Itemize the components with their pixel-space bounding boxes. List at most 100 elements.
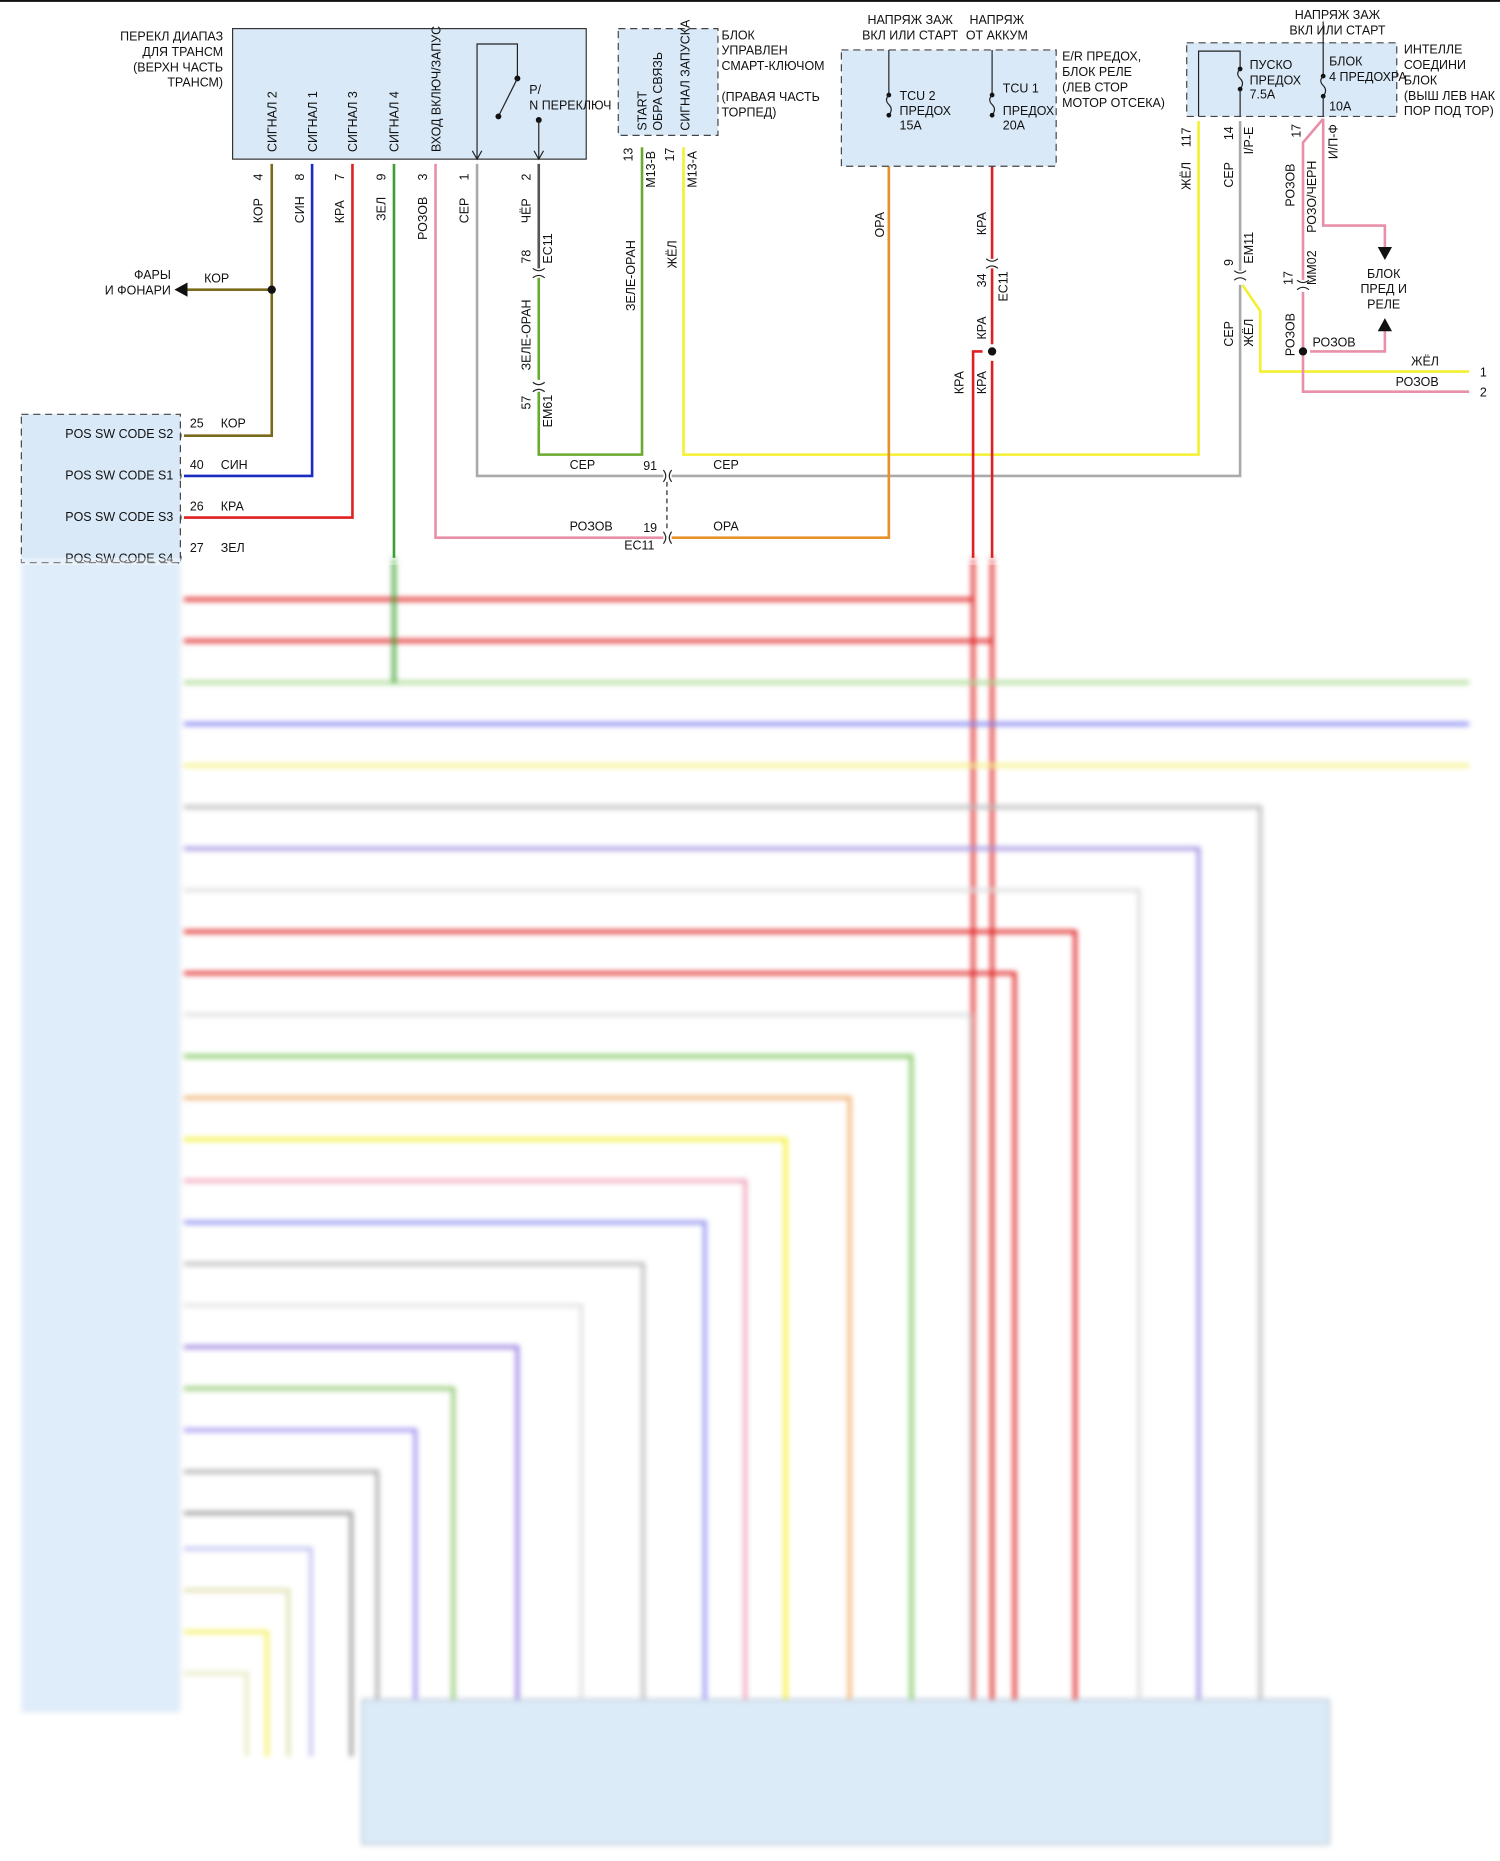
svg-text:POS SW CODE S1: POS SW CODE S1: [65, 469, 173, 483]
svg-text:ЖЁЛ: ЖЁЛ: [1411, 355, 1439, 369]
svg-text:(ВЫШ ЛЕВ НАК: (ВЫШ ЛЕВ НАК: [1404, 89, 1496, 103]
junction-dot: [267, 285, 276, 294]
svg-text:25: 25: [190, 416, 204, 430]
sjb-pin-labels: 117 ЖЁЛ 14 I/P-E СЕР 17 И/П-Ф РОЗОВ РОЗО…: [1179, 124, 1355, 356]
connector-name: EC11: [624, 539, 654, 553]
svg-text:ОРА: ОРА: [873, 211, 887, 237]
svg-text:БЛОК РЕЛЕ: БЛОК РЕЛЕ: [1062, 65, 1132, 79]
connector-name: EM61: [541, 395, 555, 428]
connector-pin: 78: [519, 250, 533, 264]
junction-dot: [1298, 347, 1308, 356]
blurred-wire: [183, 1428, 418, 1700]
wire-label: РОЗОВ: [570, 520, 613, 534]
range-switch-pins: 4 8 7 9 3 1 2 КОР СИН КРА ЗЕЛ РОЗОВ СЕР …: [251, 173, 533, 239]
connector-pin: 57: [519, 396, 533, 410]
arrow-up-icon: [1377, 318, 1393, 332]
svg-text:1: 1: [458, 174, 472, 181]
connector-name: EC11: [541, 233, 555, 263]
svg-text:КРА: КРА: [975, 211, 989, 235]
svg-text:E/R ПРЕДОХ,: E/R ПРЕДОХ,: [1062, 50, 1141, 64]
svg-text:2: 2: [1480, 385, 1487, 399]
svg-text:M13-B: M13-B: [644, 151, 658, 188]
signal-3-label: СИГНАЛ 3: [346, 91, 360, 152]
svg-text:TCU 2: TCU 2: [900, 89, 936, 103]
svg-text:17: 17: [1281, 271, 1295, 285]
smart-junction-block: [1186, 42, 1398, 118]
sjb-fuse-labels: ПУСКО ПРЕДОХ 7.5A БЛОК 4 ПРЕДОХРА 10A: [1250, 54, 1408, 113]
svg-text:НАПРЯЖ: НАПРЯЖ: [970, 13, 1025, 27]
svg-text:27: 27: [190, 541, 204, 555]
svg-text:ПЕРЕКЛ ДИАПАЗ: ПЕРЕКЛ ДИАПАЗ: [120, 29, 223, 43]
svg-text:(ПРАВАЯ ЧАСТЬ: (ПРАВАЯ ЧАСТЬ: [722, 90, 820, 104]
sjb-label: ИНТЕЛЛЕ СОЕДИНИ БЛОК (ВЫШ ЛЕВ НАК ПОР ПО…: [1404, 43, 1496, 119]
blurred-wire: [183, 888, 1142, 1700]
blurred-wire: [183, 1469, 380, 1700]
svg-text:7.5A: 7.5A: [1250, 88, 1276, 102]
blurred-wire: [183, 929, 1077, 1700]
blurred-wire: [183, 1096, 852, 1700]
supply-label: НАПРЯЖ ЗАЖ ВКЛ ИЛИ СТАРТ НАПРЯЖ ОТ АККУМ: [862, 13, 1028, 42]
signal-4-label: СИГНАЛ 4: [388, 91, 402, 152]
svg-text:4: 4: [251, 174, 265, 181]
wire-label: ЗЕЛЕ-ОРАН: [624, 240, 638, 311]
svg-text:БЛОК: БЛОК: [1367, 267, 1401, 281]
svg-text:СМАРТ-КЛЮЧОМ: СМАРТ-КЛЮЧОМ: [722, 59, 825, 73]
blurred-wire: [183, 1137, 788, 1700]
svg-text:M13-A: M13-A: [686, 150, 700, 187]
junction-dot: [987, 347, 997, 356]
svg-text:20A: 20A: [1003, 118, 1026, 132]
svg-text:РОЗОВ: РОЗОВ: [1396, 375, 1439, 389]
svg-text:13: 13: [622, 148, 636, 162]
svg-text:СЕР: СЕР: [1222, 162, 1236, 188]
svg-text:КРА: КРА: [953, 370, 967, 394]
connector-pin: 91: [643, 459, 657, 473]
headlamps-label: ФАРЫ: [134, 268, 171, 282]
blurred-wire: [183, 1012, 973, 1700]
blurred-wire: [183, 1054, 914, 1700]
svg-text:ВКЛ ИЛИ СТАРТ: ВКЛ ИЛИ СТАРТ: [1289, 24, 1386, 38]
svg-text:ЗЕЛ: ЗЕЛ: [221, 541, 245, 555]
blurred-wire: [183, 1386, 456, 1700]
pn-switch-label: P/: [529, 83, 541, 97]
svg-text:POS SW CODE S3: POS SW CODE S3: [65, 510, 173, 524]
svg-text:БЛОК: БЛОК: [1404, 73, 1438, 87]
svg-text:ПРЕДОХ: ПРЕДОХ: [1250, 73, 1302, 87]
svg-text:MM02: MM02: [1305, 250, 1319, 285]
smart-key-pins: 13 M13-B 17 M13-A: [622, 148, 700, 188]
blurred-wire: [183, 1303, 584, 1700]
wire-label: ЗЕЛЕ-ОРАН: [519, 299, 533, 370]
fuse-icon: [885, 49, 996, 118]
svg-text:7: 7: [333, 173, 347, 180]
signal-1-label: СИГНАЛ 1: [306, 91, 320, 152]
range-switch-box: [232, 28, 587, 160]
blurred-wire: [183, 1546, 313, 1757]
blurred-wire: [183, 1671, 249, 1757]
svg-text:КРА: КРА: [975, 316, 989, 340]
blurred-wire: [183, 1345, 520, 1700]
svg-text:4 ПРЕДОХРА: 4 ПРЕДОХРА: [1329, 70, 1407, 84]
svg-text:ПУСКО: ПУСКО: [1250, 58, 1293, 72]
svg-text:ЧЁР: ЧЁР: [519, 198, 533, 223]
svg-text:ПРЕДОХ: ПРЕДОХ: [900, 104, 952, 118]
wire-label: ЖЁЛ: [665, 240, 679, 268]
svg-text:8: 8: [293, 173, 307, 180]
relay-box-label: БЛОК ПРЕД И РЕЛЕ: [1360, 267, 1406, 312]
er-fuse-box-label: E/R ПРЕДОХ, БЛОК РЕЛЕ (ЛЕВ СТОР МОТОР ОТ…: [1062, 50, 1165, 110]
smart-key-unit-label: БЛОК УПРАВЛЕН СМАРТ-КЛЮЧОМ (ПРАВАЯ ЧАСТЬ…: [722, 28, 825, 119]
blurred-lower-section: [21, 555, 1470, 1845]
svg-text:СИН: СИН: [221, 458, 248, 472]
blurred-wire: [183, 1588, 291, 1757]
svg-text:ТОРПЕД): ТОРПЕД): [722, 105, 777, 119]
svg-text:КОР: КОР: [221, 416, 246, 430]
blurred-wire: [183, 1630, 269, 1757]
svg-text:(ЛЕВ СТОР: (ЛЕВ СТОР: [1062, 80, 1128, 94]
svg-text:РОЗОВ: РОЗОВ: [1284, 313, 1298, 356]
arrow-down-icon: [1377, 246, 1393, 261]
svg-text:РОЗО/ЧЕРН: РОЗО/ЧЕРН: [1305, 161, 1319, 233]
supply-label: НАПРЯЖ ЗАЖ ВКЛ ИЛИ СТАРТ: [1289, 8, 1386, 37]
svg-text:ПРЕД И: ПРЕД И: [1360, 282, 1406, 296]
svg-text:НАПРЯЖ ЗАЖ: НАПРЯЖ ЗАЖ: [867, 13, 953, 27]
wire-label: ОРА: [713, 520, 739, 534]
svg-text:РОЗОВ: РОЗОВ: [1284, 164, 1298, 207]
